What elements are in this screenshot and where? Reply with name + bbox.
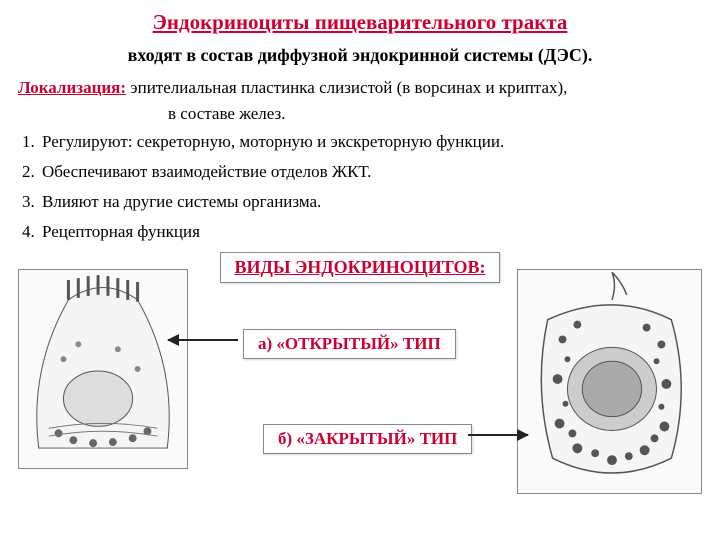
page-title: Эндокриноциты пищеварительного тракта [18, 10, 702, 35]
list-text: Регулируют: секреторную, моторную и экск… [42, 132, 504, 151]
arrow-right-icon [468, 434, 528, 436]
cell-open-svg [19, 270, 187, 468]
list-item: 4.Рецепторная функция [22, 222, 702, 242]
list-num: 3. [22, 192, 42, 212]
arrow-left-icon [168, 339, 238, 341]
localization-text-1: эпителиальная пластинка слизистой (в вор… [126, 78, 567, 97]
type-closed-box: б) «ЗАКРЫТЫЙ» ТИП [263, 424, 472, 454]
functions-list: 1.Регулируют: секреторную, моторную и эк… [18, 132, 702, 242]
cell-closed-svg [518, 270, 701, 493]
type-open-box: а) «ОТКРЫТЫЙ» ТИП [243, 329, 456, 359]
localization-text-2: в составе желез. [168, 104, 702, 124]
types-header-label: ВИДЫ ЭНДОКРИНОЦИТОВ: [235, 257, 486, 277]
types-area: а) «ОТКРЫТЫЙ» ТИП б) «ЗАКРЫТЫЙ» ТИП [18, 299, 702, 519]
localization-line: Локализация: эпителиальная пластинка сли… [18, 76, 702, 100]
list-num: 2. [22, 162, 42, 182]
types-header: ВИДЫ ЭНДОКРИНОЦИТОВ: [210, 252, 510, 283]
cell-diagram-closed [517, 269, 702, 494]
localization-label: Локализация: [18, 78, 126, 97]
cell-diagram-open [18, 269, 188, 469]
list-item: 2.Обеспечивают взаимодействие отделов ЖК… [22, 162, 702, 182]
list-text: Влияют на другие системы организма. [42, 192, 321, 211]
page-subtitle: входят в состав диффузной эндокринной си… [18, 45, 702, 66]
list-num: 1. [22, 132, 42, 152]
list-text: Рецепторная функция [42, 222, 200, 241]
list-item: 3.Влияют на другие системы организма. [22, 192, 702, 212]
type-open-label: а) «ОТКРЫТЫЙ» ТИП [258, 334, 441, 353]
list-item: 1.Регулируют: секреторную, моторную и эк… [22, 132, 702, 152]
list-num: 4. [22, 222, 42, 242]
list-text: Обеспечивают взаимодействие отделов ЖКТ. [42, 162, 371, 181]
type-closed-label: б) «ЗАКРЫТЫЙ» ТИП [278, 429, 457, 448]
